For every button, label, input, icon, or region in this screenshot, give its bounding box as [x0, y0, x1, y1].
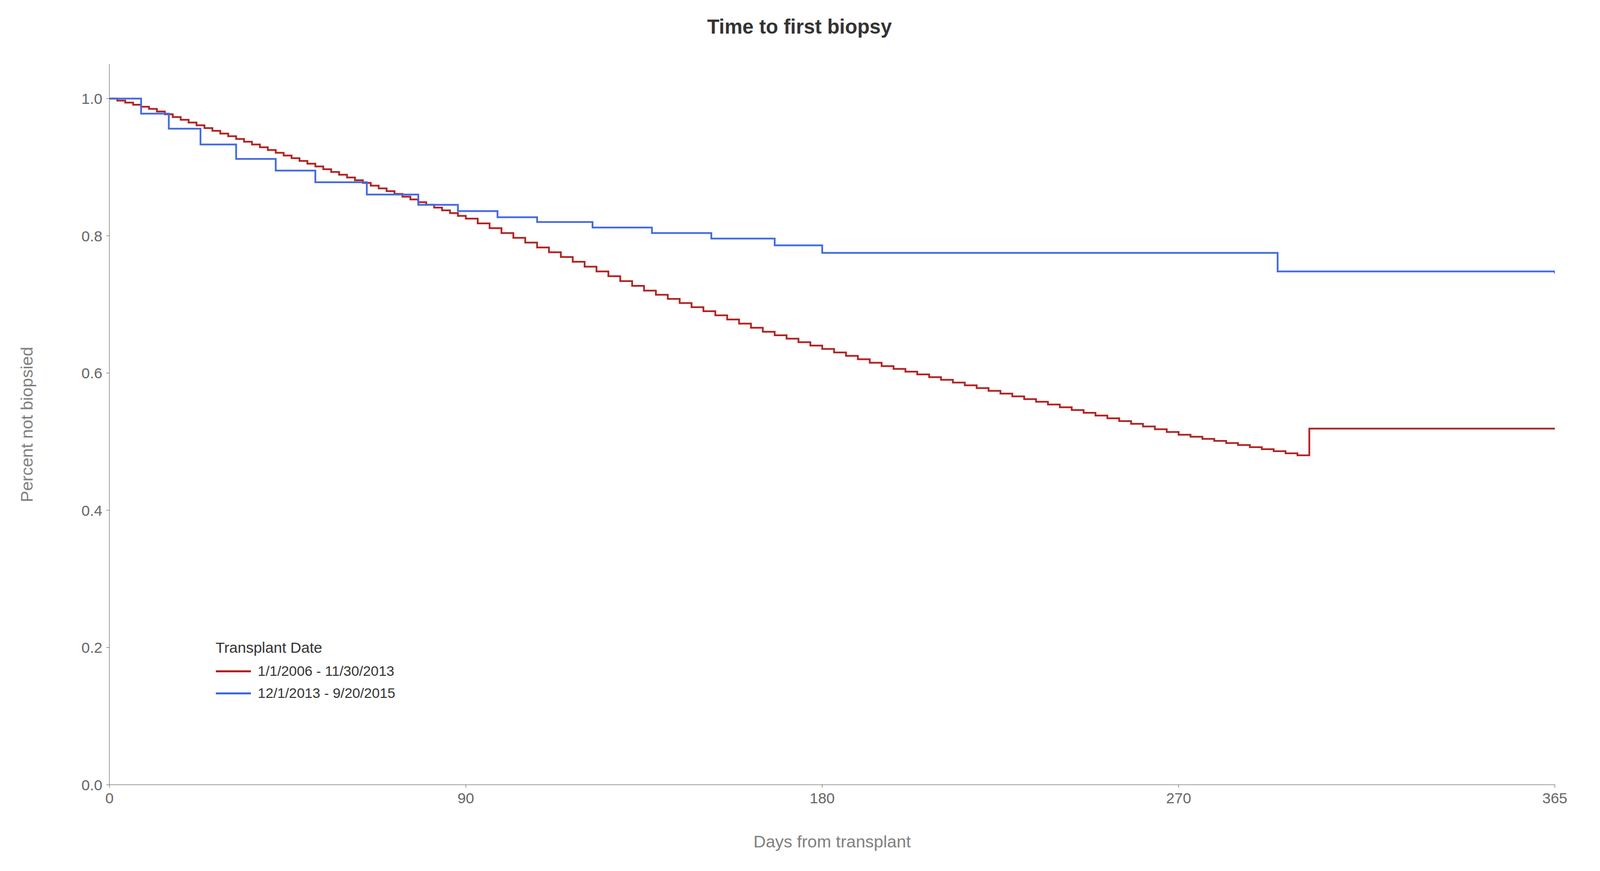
svg-text:0: 0 [105, 789, 114, 807]
svg-text:0.0: 0.0 [81, 776, 103, 794]
html-text:Time to first biopsy: Time to first biopsy [707, 15, 892, 38]
svg-text:365: 365 [1542, 789, 1568, 807]
svg-text:Days from transplant: Days from transplant [753, 832, 911, 852]
svg-text:270: 270 [1165, 789, 1191, 807]
svg-text:0.8: 0.8 [81, 227, 103, 245]
svg-text:180: 180 [809, 789, 835, 807]
svg-text:Percent not biopsied: Percent not biopsied [17, 346, 37, 503]
html-text:12/1/2013 - 9/20/2015: 12/1/2013 - 9/20/2015 [257, 685, 396, 702]
svg-text:0.2: 0.2 [81, 639, 103, 656]
svg-text:0.4: 0.4 [81, 502, 103, 519]
svg-text:0.6: 0.6 [81, 364, 103, 382]
html-text:Transplant Date: Transplant Date [215, 639, 323, 657]
html-text:1/1/2006 - 11/30/2013: 1/1/2006 - 11/30/2013 [257, 663, 395, 680]
svg-text:1.0: 1.0 [81, 90, 103, 107]
svg-text:90: 90 [457, 789, 474, 807]
